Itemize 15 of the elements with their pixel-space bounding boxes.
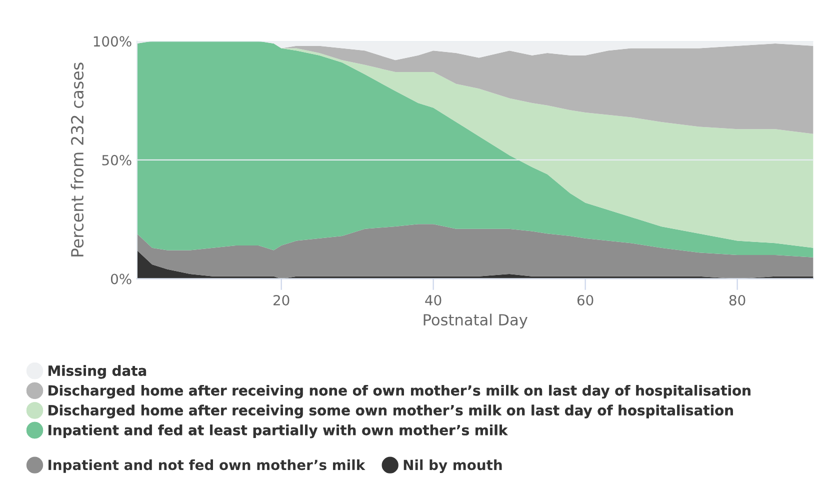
x-tick-label: 20	[274, 294, 290, 306]
y-tick-label: 0%	[110, 274, 132, 284]
legend-label: Discharged home after receiving some own mother’s milk on last day of hospitalisation	[48, 404, 733, 418]
y-tick-label: 100%	[94, 36, 132, 47]
y-axis-title: Percent from 232 cases	[70, 62, 84, 256]
x-tick-label: 60	[577, 294, 594, 306]
x-tick-label: 80	[729, 294, 746, 306]
legend-label: Inpatient and not fed own mother’s milk	[48, 459, 366, 473]
legend-label: Nil by mouth	[404, 459, 502, 473]
legend-label: Missing data	[48, 365, 146, 379]
x-tick-label: 40	[425, 294, 442, 306]
y-tick-label: 50%	[102, 154, 132, 166]
x-axis-title: Postnatal Day	[424, 314, 528, 329]
legend-label: Discharged home after receiving none of own mother’s milk on last day of hospitalisation	[48, 384, 750, 399]
legend-label: Inpatient and fed at least partially with own mother’s milk	[48, 424, 508, 438]
